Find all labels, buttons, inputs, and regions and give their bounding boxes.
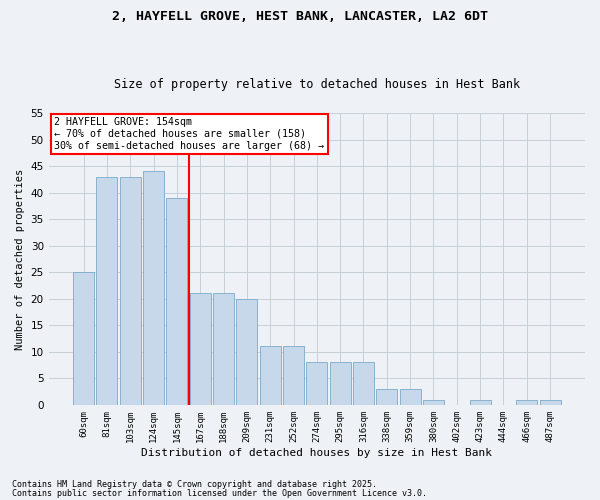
Bar [190,294,211,405]
Bar [73,272,94,405]
Text: Contains HM Land Registry data © Crown copyright and database right 2025.: Contains HM Land Registry data © Crown c… [12,480,377,489]
Bar [539,400,560,405]
X-axis label: Distribution of detached houses by size in Hest Bank: Distribution of detached houses by size … [142,448,493,458]
Bar [516,400,537,405]
Text: Contains public sector information licensed under the Open Government Licence v3: Contains public sector information licen… [12,489,427,498]
Bar [329,362,350,405]
Y-axis label: Number of detached properties: Number of detached properties [15,168,25,350]
Bar [97,176,118,405]
Bar [260,346,281,405]
Text: 2, HAYFELL GROVE, HEST BANK, LANCASTER, LA2 6DT: 2, HAYFELL GROVE, HEST BANK, LANCASTER, … [112,10,488,23]
Bar [423,400,444,405]
Bar [283,346,304,405]
Bar [120,176,140,405]
Bar [400,389,421,405]
Text: 2 HAYFELL GROVE: 154sqm
← 70% of detached houses are smaller (158)
30% of semi-d: 2 HAYFELL GROVE: 154sqm ← 70% of detache… [54,118,324,150]
Bar [166,198,187,405]
Bar [236,298,257,405]
Bar [353,362,374,405]
Bar [213,294,234,405]
Title: Size of property relative to detached houses in Hest Bank: Size of property relative to detached ho… [114,78,520,91]
Bar [143,172,164,405]
Bar [470,400,491,405]
Bar [307,362,328,405]
Bar [376,389,397,405]
